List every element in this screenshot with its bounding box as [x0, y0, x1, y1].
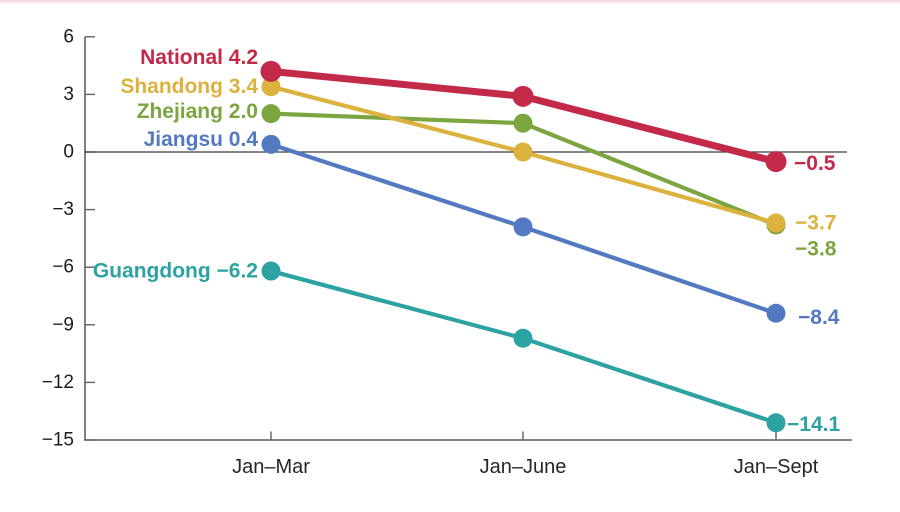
y-tick-label: −15 [42, 430, 74, 451]
y-tick-label: −9 [52, 314, 74, 335]
series-start-label-guangdong: Guangdong −6.2 [93, 260, 258, 283]
data-point-jiangsu-1 [513, 217, 533, 237]
series-end-label-national: −0.5 [794, 152, 836, 175]
data-point-shandong-1 [513, 142, 533, 162]
data-point-national-2 [765, 151, 787, 173]
data-point-national-0 [260, 60, 282, 82]
data-point-jiangsu-0 [261, 134, 281, 154]
data-point-shandong-0 [261, 77, 281, 97]
y-tick-label: −3 [52, 199, 74, 220]
series-end-label-zhejiang: −3.8 [795, 237, 837, 260]
y-tick-label: 0 [63, 142, 74, 163]
x-tick-label: Jan–June [480, 456, 567, 478]
data-point-guangdong-2 [766, 413, 786, 433]
data-point-shandong-2 [766, 213, 786, 233]
series-start-label-national: National 4.2 [140, 46, 258, 69]
data-point-jiangsu-2 [766, 303, 786, 323]
data-point-national-1 [512, 85, 534, 107]
data-point-zhejiang-0 [261, 104, 281, 124]
y-tick-label: −6 [52, 257, 74, 278]
series-start-label-zhejiang: Zhejiang 2.0 [137, 100, 258, 123]
x-tick-label: Jan–Mar [232, 456, 310, 478]
x-tick-label: Jan–Sept [734, 456, 819, 478]
y-tick-label: 6 [63, 26, 74, 47]
series-end-label-shandong: −3.7 [795, 212, 836, 235]
series-end-label-guangdong: −14.1 [787, 413, 840, 436]
series-start-label-shandong: Shandong 3.4 [120, 75, 258, 98]
series-end-label-jiangsu: −8.4 [798, 306, 840, 329]
data-point-guangdong-0 [261, 261, 281, 281]
y-tick-label: 3 [63, 84, 74, 105]
data-point-guangdong-1 [513, 328, 533, 348]
y-tick-label: −12 [42, 372, 74, 393]
data-point-zhejiang-1 [513, 113, 533, 133]
top-accent-bar [0, 0, 900, 4]
series-start-label-jiangsu: Jiangsu 0.4 [144, 128, 259, 151]
